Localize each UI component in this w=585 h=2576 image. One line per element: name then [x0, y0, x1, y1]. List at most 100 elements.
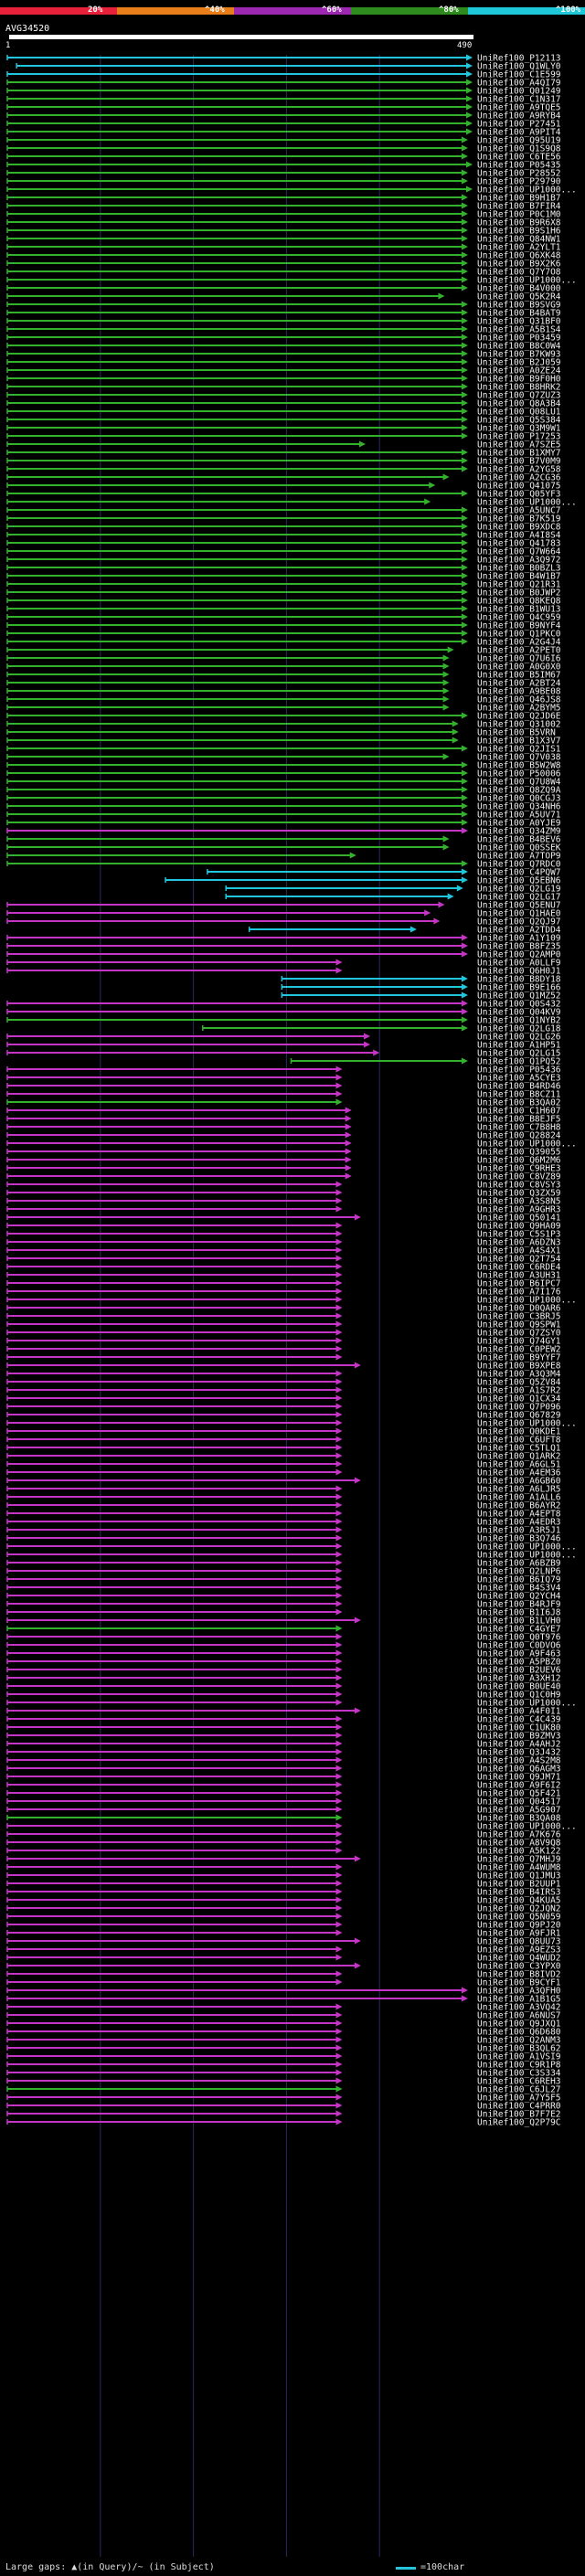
hit-arrow [442, 473, 450, 481]
hit-arrow [461, 465, 468, 472]
hit-accession: UniRef100_Q7V038 [477, 753, 561, 763]
hit-accession: UniRef100_UP1000... [477, 1296, 577, 1306]
hit-accession: UniRef100_Q50141 [477, 1214, 561, 1224]
hit-arrow [335, 1765, 343, 1772]
hit-accession: UniRef100_Q41783 [477, 539, 561, 549]
hit-accession: UniRef100_A3UH31 [477, 1271, 561, 1281]
hit-arrow [335, 1279, 343, 1287]
hit-accession: UniRef100_A5UV71 [477, 811, 561, 821]
hit-accession: UniRef100_B5W2W8 [477, 761, 561, 771]
hit-arrow [461, 991, 468, 999]
hit-accession: UniRef100_A4QI79 [477, 79, 561, 89]
hit-accession: UniRef100_Q5K2R4 [477, 292, 561, 302]
hit-accession: UniRef100_A9FJR1 [477, 1929, 561, 1939]
hit-arrow [335, 1954, 343, 1961]
hit-accession: UniRef100_A6DZN3 [477, 1238, 561, 1248]
hit-arrow [335, 1074, 343, 1081]
hit-accession: UniRef100_UP1000... [477, 1822, 577, 1832]
hit-accession: UniRef100_Q7ZSY0 [477, 1329, 561, 1339]
ruler-end-label: 490 [457, 41, 473, 50]
hit-arrow [335, 1230, 343, 1237]
hit-accession: UniRef100_A1HP51 [477, 1041, 561, 1051]
hit-arrow [345, 1140, 352, 1147]
hit-arrow [354, 1477, 361, 1484]
hit-accession: UniRef100_A6GB60 [477, 1477, 561, 1487]
hit-arrow [335, 1904, 343, 1912]
hit-arrow [461, 1995, 468, 2002]
hit-arrow [461, 523, 468, 530]
hit-arrow [461, 597, 468, 604]
hit-arrow [345, 1107, 352, 1114]
hit-arrow [335, 1822, 343, 1829]
hit-accession: UniRef100_A7SZE5 [477, 440, 561, 451]
hit-accession: UniRef100_B6AYR2 [477, 1501, 561, 1511]
hit-arrow [461, 934, 468, 941]
hit-accession: UniRef100_A3R5J1 [477, 1526, 561, 1536]
hit-arrow [461, 975, 468, 982]
hit-arrow [461, 572, 468, 579]
hit-arrow [335, 1320, 343, 1328]
hit-arrow [461, 366, 468, 374]
hit-accession: UniRef100_Q7P096 [477, 1403, 561, 1413]
scale-label: ^60% [322, 5, 342, 15]
hit-accession: UniRef100_Q1C0H9 [477, 1691, 561, 1701]
hit-arrow [461, 827, 468, 834]
hit-arrow [461, 1008, 468, 1015]
hit-arrow [335, 1641, 343, 1648]
hit-accession: UniRef100_A8V9Q8 [477, 1839, 561, 1849]
hit-arrow [447, 646, 454, 653]
hit-accession: UniRef100_B1LVH0 [477, 1617, 561, 1627]
hit-arrow [335, 1337, 343, 1344]
hit-arrow [461, 235, 468, 242]
hit-arrow [335, 1682, 343, 1690]
hit-arrow [461, 514, 468, 522]
hit-accession: UniRef100_A9PIT4 [477, 128, 561, 138]
hit-accession: UniRef100_Q3M9W1 [477, 424, 561, 434]
hit-arrow [364, 1033, 371, 1040]
hit-accession: UniRef100_C6TE56 [477, 153, 561, 163]
hit-accession: UniRef100_Q84NW1 [477, 235, 561, 245]
hit-accession: UniRef100_Q95U19 [477, 136, 561, 146]
hit-accession: UniRef100_UP1000... [477, 498, 577, 508]
hit-arrow [466, 111, 473, 119]
hit-accession: UniRef100_B8HRK2 [477, 383, 561, 393]
hit-arrow [461, 144, 468, 152]
hit-arrow [335, 2118, 343, 2125]
hit-accession: UniRef100_Q5N059 [477, 1913, 561, 1923]
hit-arrow [456, 885, 463, 892]
hit-arrow [335, 1493, 343, 1500]
hit-accession: UniRef100_UP1000... [477, 1140, 577, 1150]
hit-arrow [466, 161, 473, 168]
hit-arrow [461, 950, 468, 958]
hit-arrow [335, 1444, 343, 1451]
hit-accession: UniRef100_B3Q746 [477, 1534, 561, 1544]
hit-arrow [461, 194, 468, 201]
hit-arrow [461, 613, 468, 620]
hit-arrow [461, 983, 468, 991]
hit-arrow [461, 794, 468, 801]
hit-accession: UniRef100_A6LJR5 [477, 1485, 561, 1495]
hit-accession: UniRef100_Q7W664 [477, 547, 561, 557]
hit-arrow [461, 276, 468, 283]
hit-accession: UniRef100_P28552 [477, 169, 561, 179]
hit-accession: UniRef100_Q0S432 [477, 1000, 561, 1010]
hit-accession: UniRef100_A4EM36 [477, 1468, 561, 1479]
hit-arrow [461, 942, 468, 949]
hit-arrow [461, 251, 468, 259]
hit-accession: UniRef100_Q28824 [477, 1131, 561, 1141]
hit-arrow [461, 391, 468, 398]
hit-arrow [335, 1411, 343, 1418]
hit-accession: UniRef100_B9F0H0 [477, 375, 561, 385]
hit-arrow [335, 1789, 343, 1797]
hit-accession: UniRef100_A2YLT1 [477, 243, 561, 253]
hit-arrow [466, 95, 473, 102]
hit-accession: UniRef100_C6JL27 [477, 2085, 561, 2095]
hit-accession: UniRef100_Q2T754 [477, 1255, 561, 1265]
ruler-start-label: 1 [5, 41, 11, 50]
scale-segment [0, 7, 117, 15]
hit-accession: UniRef100_Q7U8W4 [477, 778, 561, 788]
hit-accession: UniRef100_B4IRS3 [477, 1888, 561, 1898]
hit-accession: UniRef100_B8IVD2 [477, 1970, 561, 1980]
hit-accession: UniRef100_Q9JXQ1 [477, 2019, 561, 2030]
